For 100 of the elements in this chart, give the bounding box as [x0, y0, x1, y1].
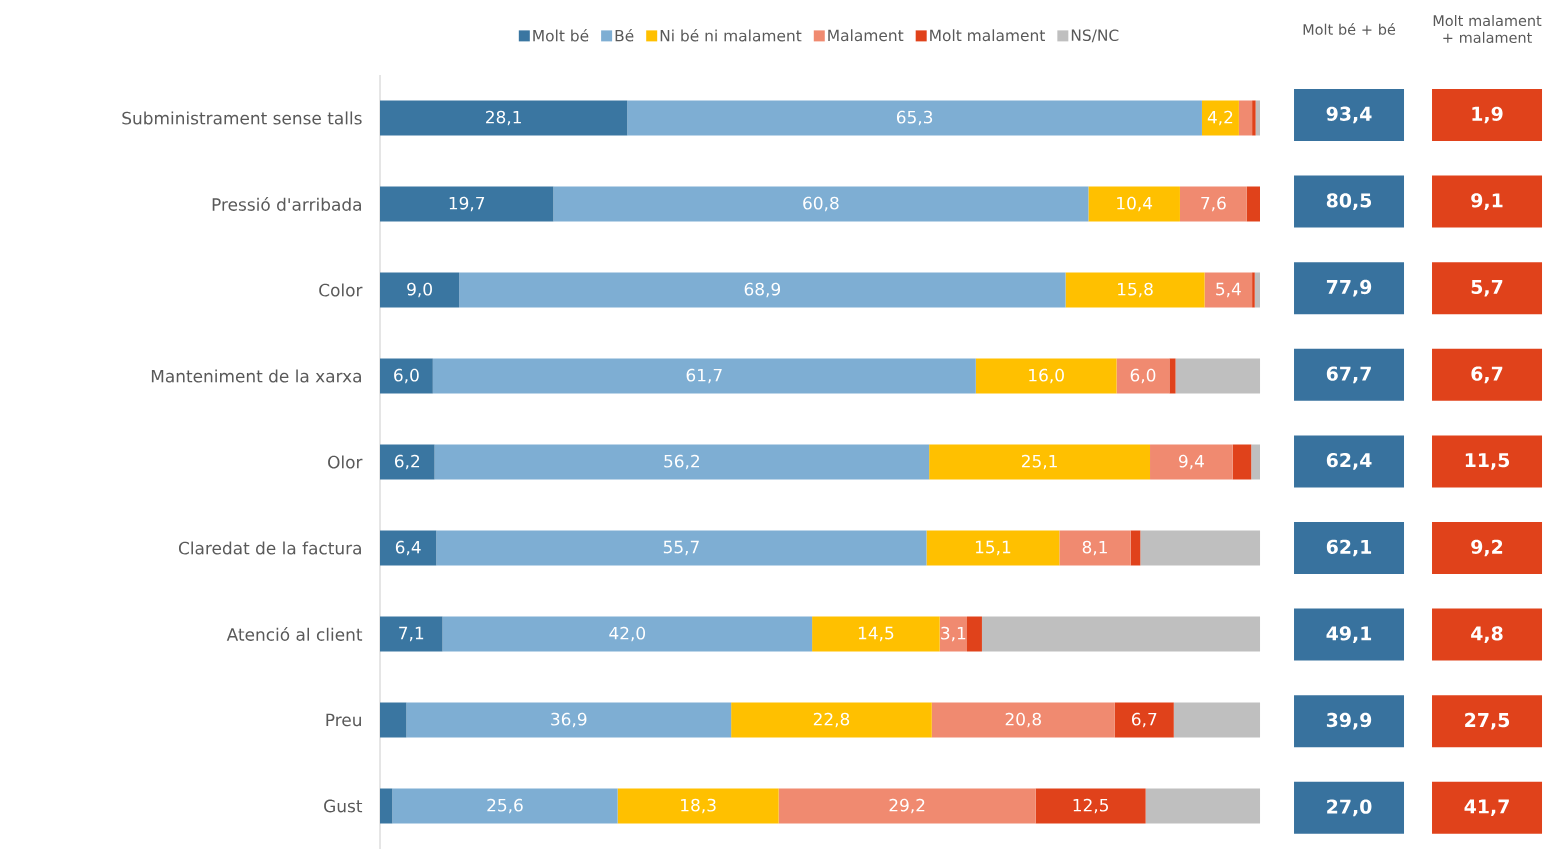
legend-label: Molt bé — [533, 28, 589, 42]
text: 41,7 — [1464, 799, 1509, 817]
bar — [1251, 444, 1261, 480]
bar — [778, 788, 1036, 824]
bar — [1232, 444, 1252, 480]
text: 1,9 — [1472, 106, 1503, 124]
bar — [436, 530, 927, 566]
bar — [1145, 788, 1261, 824]
bar — [380, 100, 628, 136]
bar — [1173, 702, 1261, 738]
legend-label: Molt malament — [930, 29, 1045, 42]
data-label: 25,6 — [487, 798, 523, 814]
bar — [1179, 186, 1247, 222]
y-tick-label: Preu — [326, 713, 361, 727]
text: 39,9 — [1326, 712, 1372, 730]
y-tick-label: Color — [319, 283, 363, 297]
bar — [432, 358, 976, 394]
data-label: 3,1 — [941, 626, 966, 642]
text: 67,7 — [1326, 366, 1371, 384]
text: 6,7 — [1471, 366, 1503, 384]
data-label: 18,3 — [681, 798, 716, 814]
bar — [1252, 272, 1255, 308]
bar — [975, 358, 1117, 394]
bar — [1035, 788, 1146, 824]
bar — [380, 358, 433, 394]
data-label: 6,7 — [1132, 712, 1157, 728]
text: 62,4 — [1326, 453, 1372, 470]
legend-label: Ni bé ni malament — [660, 28, 802, 42]
data-label: 56,2 — [664, 454, 700, 470]
y-tick-label: Gust — [324, 799, 363, 813]
bar — [380, 444, 435, 480]
bar — [929, 444, 1151, 480]
bar — [812, 616, 940, 652]
text: 5,7 — [1471, 279, 1503, 297]
text: 27,0 — [1327, 799, 1372, 817]
data-label: 28,1 — [486, 110, 521, 126]
bar — [966, 616, 982, 652]
data-label: 6,0 — [1130, 368, 1156, 384]
bar — [1065, 272, 1205, 308]
bar — [1140, 530, 1261, 566]
data-label: 7,1 — [399, 626, 424, 642]
bar — [1150, 444, 1233, 480]
text: Molt malament + malament — [1433, 14, 1542, 44]
data-label: 61,7 — [686, 368, 722, 384]
text: 4,8 — [1471, 626, 1503, 643]
data-label: 65,3 — [896, 110, 933, 126]
data-label: 4,2 — [1207, 110, 1233, 126]
data-label: 12,5 — [1073, 798, 1108, 814]
data-label: 55,7 — [663, 540, 699, 556]
data-label: 16,0 — [1029, 368, 1064, 384]
data-label: 25,1 — [1021, 454, 1057, 470]
data-label: 36,9 — [551, 712, 587, 728]
bar — [459, 272, 1066, 308]
data-label: 5,4 — [1216, 282, 1241, 298]
bar — [1255, 100, 1261, 136]
bar — [380, 702, 407, 738]
data-label: 9,4 — [1178, 454, 1204, 470]
bar — [434, 444, 930, 480]
text: 11,5 — [1465, 453, 1510, 470]
data-label: 10,4 — [1117, 196, 1153, 212]
bar — [617, 788, 779, 824]
bar — [731, 702, 932, 738]
bar — [406, 702, 732, 738]
data-label: 6,4 — [395, 540, 421, 556]
legend-label: NS/NC — [1071, 29, 1119, 43]
data-label: 20,8 — [1005, 712, 1041, 728]
bar — [1116, 358, 1170, 394]
bar — [1246, 186, 1261, 222]
legend-label: Malament — [828, 29, 904, 42]
bar — [1169, 358, 1176, 394]
bar — [931, 702, 1115, 738]
data-label: 6,0 — [394, 368, 419, 384]
bar — [1130, 530, 1141, 566]
bar — [939, 616, 967, 652]
bar — [981, 616, 1261, 652]
y-tick-label: Claredat de la factura — [178, 541, 361, 555]
text: 80,5 — [1326, 193, 1372, 210]
data-label: 6,2 — [395, 454, 420, 470]
bar — [1059, 530, 1131, 566]
text: 77,9 — [1326, 279, 1372, 297]
bar — [553, 186, 1089, 222]
data-label: 9,0 — [407, 282, 432, 298]
data-label: 19,7 — [449, 196, 485, 212]
data-label: 7,6 — [1201, 196, 1226, 212]
data-label: 29,2 — [889, 798, 925, 814]
text: 9,2 — [1471, 539, 1503, 557]
bar — [1114, 702, 1174, 738]
bar — [380, 788, 393, 824]
bar — [1175, 358, 1261, 394]
bar — [1254, 272, 1261, 308]
y-tick-label: Subministrament sense talls — [122, 111, 362, 125]
data-label: 15,8 — [1118, 282, 1153, 298]
y-tick-label: Atenció al client — [226, 627, 363, 641]
text: 62,1 — [1326, 539, 1372, 557]
bar — [1238, 100, 1253, 136]
text: 27,5 — [1465, 712, 1510, 730]
text: 49,1 — [1326, 626, 1372, 643]
bar — [1201, 100, 1239, 136]
bar — [380, 530, 437, 566]
data-label: 68,9 — [744, 282, 781, 298]
